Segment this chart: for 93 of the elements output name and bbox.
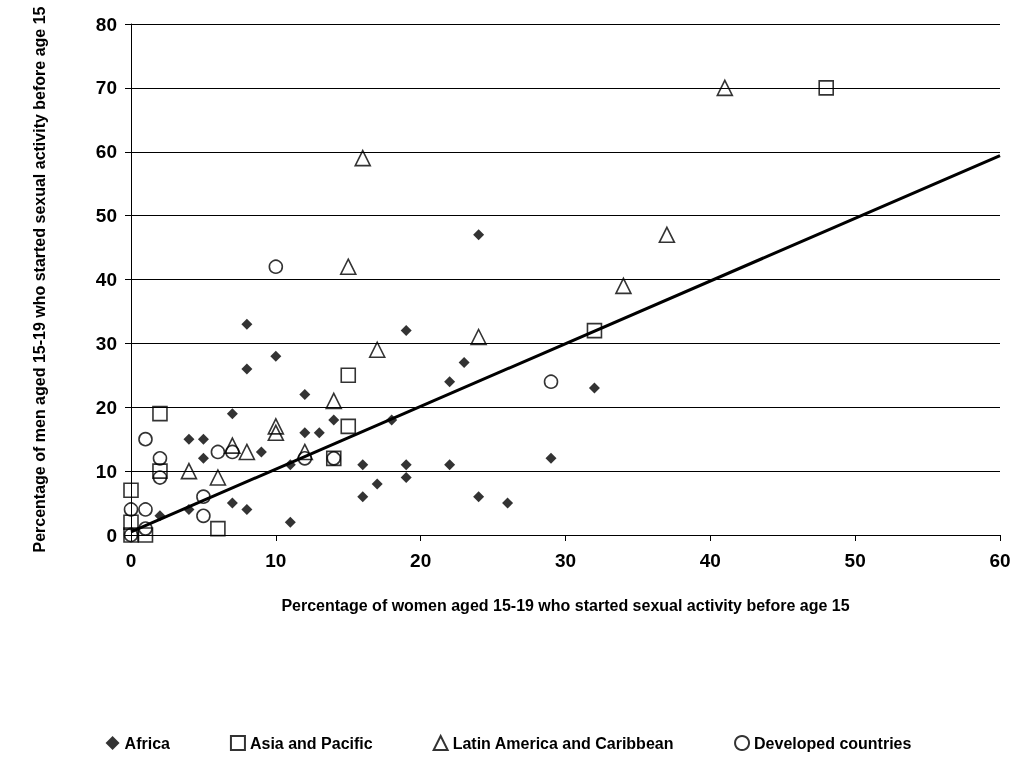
- point: [226, 497, 238, 509]
- legend-label: Africa: [124, 734, 171, 752]
- point: [123, 482, 139, 499]
- point: [400, 325, 412, 337]
- point: [339, 258, 357, 276]
- y-tick-label: 50: [95, 205, 117, 227]
- point: [340, 418, 357, 435]
- x-tick-label: 60: [989, 550, 1011, 571]
- point: [340, 367, 357, 384]
- y-tick-label: 80: [95, 13, 117, 35]
- y-tick-label: 10: [95, 460, 117, 482]
- point: [152, 463, 168, 479]
- point: [313, 427, 325, 439]
- x-tick-label: 40: [699, 550, 721, 571]
- point: [123, 514, 139, 531]
- x-tick-label: 30: [554, 550, 577, 571]
- point: [183, 503, 195, 515]
- point: [267, 418, 285, 435]
- point: [224, 437, 241, 454]
- point: [458, 357, 470, 369]
- point: [225, 444, 240, 460]
- y-tick-label: 20: [95, 396, 117, 418]
- point: [615, 277, 632, 295]
- point: [386, 414, 398, 426]
- point: [371, 478, 383, 490]
- y-axis-title: Percentage of men aged 15-19 who started sexual activity before age 15: [30, 6, 48, 553]
- point: [588, 382, 600, 394]
- point: [197, 433, 209, 445]
- point: [470, 328, 487, 346]
- point: [284, 516, 296, 528]
- point: [180, 462, 198, 480]
- point: [545, 452, 557, 464]
- legend-label: Latin America and Caribbean: [452, 734, 674, 752]
- x-axis-title: Percentage of women aged 15-19 who started sexual activity before age 15: [281, 596, 850, 614]
- point: [209, 469, 227, 486]
- x-tick-label: 20: [410, 550, 432, 571]
- point: [297, 451, 313, 466]
- point: [138, 502, 153, 517]
- y-tick-label: 0: [106, 524, 117, 546]
- point: [152, 405, 168, 422]
- point: [197, 452, 209, 464]
- point: [152, 470, 168, 485]
- point: [267, 424, 285, 442]
- legend-label: Asia and Pacific: [249, 734, 373, 752]
- point: [444, 376, 456, 388]
- point: [238, 443, 256, 461]
- point: [444, 459, 456, 471]
- point: [818, 80, 834, 96]
- x-tick-label: 0: [125, 550, 137, 571]
- point: [299, 427, 311, 439]
- legend-label: Developed countries: [754, 734, 912, 752]
- point: [543, 374, 559, 389]
- point: [357, 491, 369, 503]
- x-tick-label: 10: [265, 550, 287, 571]
- point: [354, 149, 372, 167]
- y-tick-label: 60: [95, 141, 117, 163]
- y-tick-label: 30: [95, 332, 117, 354]
- point: [255, 446, 267, 458]
- point: [400, 472, 412, 484]
- point: [270, 350, 282, 362]
- point: [241, 318, 253, 330]
- point: [284, 459, 296, 471]
- point: [241, 363, 253, 375]
- point: [473, 229, 485, 241]
- point: [210, 444, 226, 460]
- point: [357, 459, 369, 471]
- point: [154, 510, 166, 522]
- point: [400, 459, 412, 471]
- point: [226, 408, 238, 420]
- point: [502, 497, 514, 509]
- point: [241, 503, 253, 515]
- point: [716, 79, 734, 97]
- point: [325, 392, 343, 410]
- point: [210, 520, 226, 537]
- point: [328, 414, 340, 426]
- point: [183, 433, 195, 445]
- point: [296, 443, 314, 461]
- point: [137, 527, 154, 543]
- point: [196, 489, 211, 504]
- point: [658, 226, 676, 244]
- y-tick-label: 40: [95, 269, 117, 290]
- point: [138, 431, 153, 447]
- point: [268, 259, 284, 275]
- point: [299, 388, 311, 400]
- point: [586, 322, 603, 339]
- x-tick-label: 50: [844, 550, 866, 571]
- point: [152, 451, 168, 466]
- point: [138, 521, 153, 536]
- point: [368, 341, 386, 359]
- y-tick-label: 70: [95, 77, 117, 99]
- point: [123, 502, 139, 517]
- point: [473, 491, 485, 503]
- point: [196, 508, 211, 524]
